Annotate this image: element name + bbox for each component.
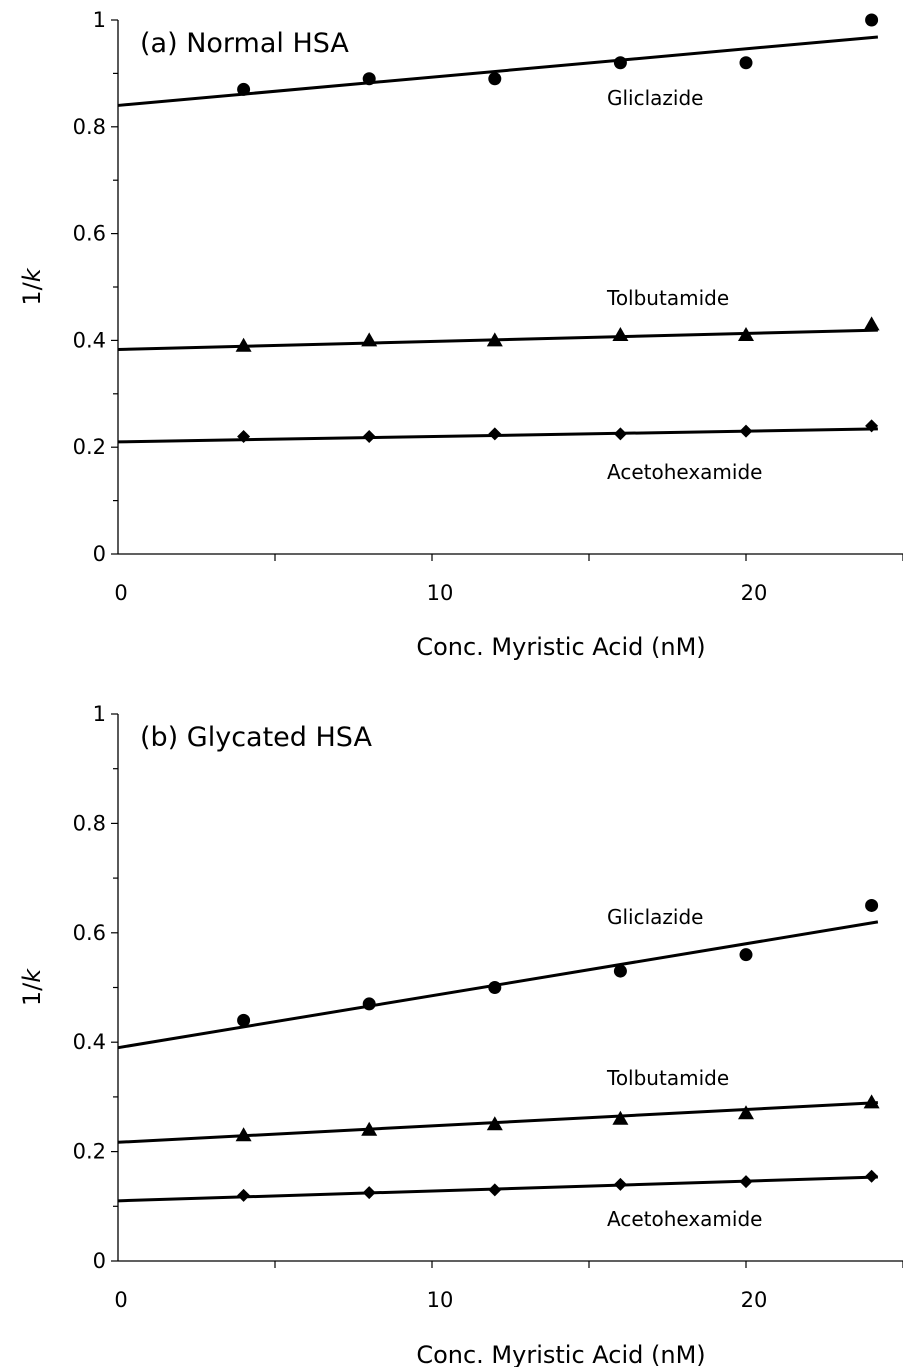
data-point-triangle <box>738 1105 754 1120</box>
data-point-triangle <box>738 327 754 342</box>
y-tick-label: 0.2 <box>73 435 106 459</box>
data-point-diamond <box>739 424 753 438</box>
panel-title: (a) Normal HSA <box>140 28 349 59</box>
x-tick-label: 0 <box>114 581 127 605</box>
y-tick-label: 0.2 <box>73 1140 106 1164</box>
y-axis-title-variable: k <box>18 267 46 282</box>
data-point-diamond <box>237 1188 251 1202</box>
x-axis-title: Conc. Myristic Acid (nM) <box>416 1341 705 1367</box>
data-point-triangle <box>863 1094 880 1109</box>
series-label: Gliclazide <box>607 86 703 110</box>
series-acetohexamide: Acetohexamide <box>117 1169 879 1231</box>
y-axis-title: 1/k <box>18 267 46 305</box>
x-tick-label: 20 <box>741 1288 768 1312</box>
y-axis-title-prefix: 1/ <box>18 281 46 305</box>
data-point-circle <box>739 56 753 70</box>
data-point-circle <box>613 964 627 978</box>
series-label: Acetohexamide <box>607 460 762 484</box>
data-point-triangle <box>486 1116 503 1131</box>
series-gliclazide: Gliclazide <box>117 13 879 110</box>
y-tick-label: 0.4 <box>73 1030 106 1054</box>
data-point-diamond <box>613 1177 627 1191</box>
y-tick-label: 0 <box>93 542 106 566</box>
series-tolbutamide: Tolbutamide <box>117 1066 880 1144</box>
series-label: Tolbutamide <box>606 1066 729 1090</box>
data-point-circle <box>488 981 502 994</box>
y-tick-label: 1 <box>93 702 106 726</box>
y-tick-label: 0.8 <box>73 811 106 835</box>
data-point-triangle <box>612 327 629 342</box>
data-point-circle <box>739 948 753 962</box>
y-axis-title-variable: k <box>18 968 46 983</box>
y-axis-title-prefix: 1/ <box>18 982 46 1006</box>
data-point-diamond <box>865 419 879 433</box>
data-point-triangle <box>612 1110 629 1125</box>
data-point-circle <box>362 997 376 1011</box>
y-tick-label: 0.6 <box>73 921 106 945</box>
x-axis-title: Conc. Myristic Acid (nM) <box>416 633 705 661</box>
data-point-triangle <box>235 1127 252 1142</box>
data-point-diamond <box>865 1169 879 1183</box>
y-tick-label: 0.4 <box>73 328 106 352</box>
x-tick-label: 10 <box>427 581 454 605</box>
data-point-diamond <box>488 427 502 441</box>
series-label: Acetohexamide <box>607 1207 762 1231</box>
data-point-diamond <box>613 427 627 441</box>
data-point-triangle <box>361 332 378 347</box>
data-point-circle <box>613 56 627 70</box>
x-tick-label: 0 <box>114 1288 127 1312</box>
data-point-circle <box>237 82 251 96</box>
series-acetohexamide: Acetohexamide <box>117 419 879 484</box>
data-point-triangle <box>863 316 880 331</box>
data-point-diamond <box>362 430 376 444</box>
data-point-diamond <box>739 1175 753 1189</box>
y-tick-label: 0.6 <box>73 222 106 246</box>
y-tick-label: 0 <box>93 1249 106 1273</box>
data-point-diamond <box>488 1183 502 1197</box>
data-point-circle <box>237 1013 251 1027</box>
data-point-circle <box>865 898 879 912</box>
data-point-triangle <box>361 1121 378 1136</box>
data-point-diamond <box>237 430 251 444</box>
data-point-circle <box>488 72 502 86</box>
data-point-diamond <box>362 1186 376 1200</box>
data-point-triangle <box>486 332 503 347</box>
x-tick-label: 20 <box>741 581 768 605</box>
panel-title: (b) Glycated HSA <box>140 722 372 753</box>
y-axis-title: 1/k <box>18 968 46 1006</box>
data-point-circle <box>362 72 376 86</box>
series-gliclazide: Gliclazide <box>117 898 879 1050</box>
y-tick-label: 1 <box>93 8 106 32</box>
data-point-triangle <box>235 337 252 352</box>
series-label: Gliclazide <box>607 905 703 929</box>
x-tick-label: 10 <box>427 1288 454 1312</box>
series-label: Tolbutamide <box>606 286 729 310</box>
data-point-circle <box>865 13 879 27</box>
y-tick-label: 0.8 <box>73 115 106 139</box>
series-tolbutamide: Tolbutamide <box>117 286 880 352</box>
